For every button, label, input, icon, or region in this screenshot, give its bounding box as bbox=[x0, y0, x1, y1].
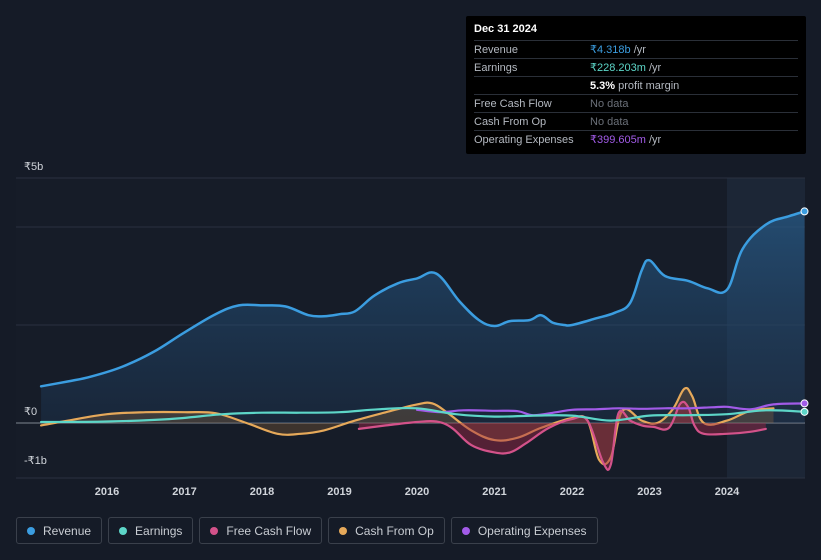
series-line-cash-from-op bbox=[40, 386, 775, 466]
legend-label: Earnings bbox=[135, 523, 183, 538]
tooltip-row-unit: /yr bbox=[645, 133, 662, 146]
tooltip-row-label: Earnings bbox=[474, 61, 518, 74]
series-endpoint-earnings bbox=[800, 407, 809, 416]
tooltip-row: Revenue ₹4.318b /yr bbox=[474, 40, 798, 58]
chart: ₹5b ₹0 -₹1b 2016 2017 2018 2019 2020 2021 2022 202… bbox=[16, 161, 809, 498]
tooltip-row: Free Cash Flow No data bbox=[474, 94, 798, 112]
tooltip-row-value: No data bbox=[590, 97, 629, 110]
chart-legend: Revenue Earnings Free Cash Flow Cash From O… bbox=[16, 517, 598, 546]
x-tick-label: 2016 bbox=[95, 486, 119, 498]
legend-dot-icon bbox=[119, 526, 128, 535]
tooltip-row: Cash From Op No data bbox=[474, 112, 798, 130]
legend-dot-icon bbox=[210, 526, 219, 535]
y-tick-label: -₹1b bbox=[24, 455, 47, 467]
y-tick-label: ₹5b bbox=[24, 161, 43, 173]
tooltip-row-value: ₹4.318b bbox=[590, 44, 631, 56]
tooltip-date: Dec 31 2024 bbox=[474, 23, 537, 35]
legend-dot-icon bbox=[461, 526, 470, 535]
x-tick-label: 2023 bbox=[637, 486, 661, 498]
legend-label: Operating Expenses bbox=[477, 523, 587, 538]
tooltip-row-value: ₹228.203m bbox=[590, 62, 646, 74]
y-tick-label: ₹0 bbox=[24, 406, 37, 418]
legend-item-operating-expenses[interactable]: Operating Expenses bbox=[450, 517, 598, 544]
tooltip-row-value: No data bbox=[590, 115, 629, 128]
series-line-revenue bbox=[39, 210, 806, 388]
legend-item-cash-from-op[interactable]: Cash From Op bbox=[328, 517, 445, 544]
series-endpoint-operating-expenses bbox=[800, 399, 809, 408]
x-tick-label: 2018 bbox=[250, 486, 274, 498]
x-tick-label: 2020 bbox=[405, 486, 429, 498]
legend-label: Cash From Op bbox=[355, 523, 434, 538]
legend-label: Free Cash Flow bbox=[226, 523, 312, 538]
tooltip-row: Earnings ₹228.203m /yr bbox=[474, 58, 798, 76]
tooltip-row-unit: /yr bbox=[645, 61, 662, 74]
series-line-free-cash-flow bbox=[357, 400, 767, 471]
legend-dot-icon bbox=[339, 526, 348, 535]
legend-item-earnings[interactable]: Earnings bbox=[108, 517, 194, 544]
tooltip-row: Operating Expenses ₹399.605m /yr bbox=[474, 130, 798, 148]
tooltip-panel: Dec 31 2024 Revenue ₹4.318b /yr Earnings ₹2… bbox=[466, 16, 806, 154]
series-line-operating-expenses bbox=[415, 402, 806, 417]
legend-item-revenue[interactable]: Revenue bbox=[16, 517, 103, 544]
tooltip-row-label: Operating Expenses bbox=[474, 133, 574, 146]
series-endpoint-revenue bbox=[800, 207, 809, 216]
tooltip-row-label: Revenue bbox=[474, 43, 519, 56]
series-area-revenue bbox=[41, 211, 805, 423]
tooltip-row-label: Free Cash Flow bbox=[474, 97, 552, 110]
x-tick-label: 2021 bbox=[482, 486, 506, 498]
tooltip-row-value: ₹399.605m bbox=[590, 134, 646, 146]
legend-item-free-cash-flow[interactable]: Free Cash Flow bbox=[199, 517, 323, 544]
x-tick-label: 2017 bbox=[172, 486, 196, 498]
series-line-earnings bbox=[40, 406, 806, 424]
tooltip-row: 5.3% profit margin bbox=[474, 76, 798, 94]
tooltip-row-unit: profit margin bbox=[615, 79, 680, 92]
legend-dot-icon bbox=[27, 526, 35, 535]
legend-label: Revenue bbox=[43, 523, 92, 538]
tooltip-row-unit: /yr bbox=[630, 43, 646, 56]
x-tick-label: 2019 bbox=[327, 486, 351, 498]
tooltip-row-value: 5.3% bbox=[590, 79, 616, 92]
x-tick-label: 2024 bbox=[715, 486, 740, 498]
x-tick-label: 2022 bbox=[560, 486, 584, 498]
tooltip-row-label: Cash From Op bbox=[474, 115, 547, 128]
